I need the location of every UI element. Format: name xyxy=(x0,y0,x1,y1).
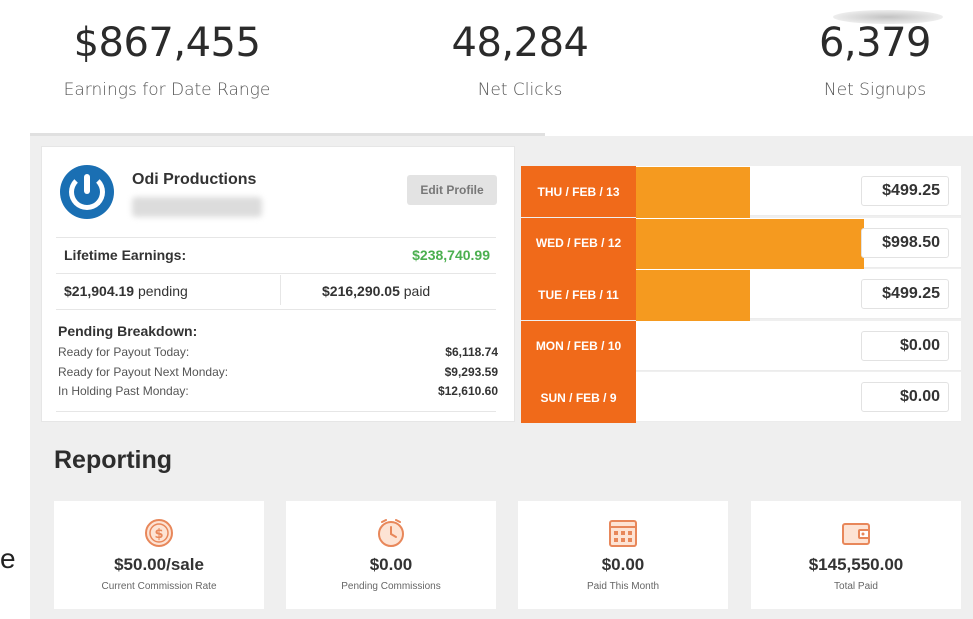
chart-value-label: $499.25 xyxy=(861,279,949,309)
chart-value-label: $998.50 xyxy=(861,227,949,258)
commission-rate-card: $ $50.00/sale Current Commission Rate xyxy=(54,501,264,609)
edit-profile-button[interactable]: Edit Profile xyxy=(407,175,497,205)
chart-date-label: MON / FEB / 10 xyxy=(521,320,636,372)
divider xyxy=(56,309,496,310)
paid-value: $216,290.05 xyxy=(322,283,400,299)
stat-earnings-label: Earnings for Date Range xyxy=(63,80,271,100)
company-logo-icon xyxy=(60,165,114,219)
paid-this-month-value: $0.00 xyxy=(601,555,645,574)
chart-bar xyxy=(636,218,864,270)
chart-row: THU / FEB / 13 $499.25 xyxy=(521,166,961,218)
pending-value: $21,904.19 xyxy=(64,283,135,299)
breakdown-row: In Holding Past Monday: $12,610.60 xyxy=(58,384,498,398)
chart-row: WED / FEB / 12 $998.50 xyxy=(521,217,961,270)
chart-row: MON / FEB / 10 $0.00 xyxy=(521,320,961,372)
stat-signups-label: Net Signups xyxy=(823,80,927,100)
commission-rate-label: Current Commission Rate xyxy=(101,581,217,592)
profile-card: Odi Productions Edit Profile Lifetime Ea… xyxy=(41,146,515,422)
pending-amount: $21,904.19 pending xyxy=(64,283,188,299)
chart-date-label: SUN / FEB / 9 xyxy=(521,372,636,423)
chart-value-label: $0.00 xyxy=(861,330,949,361)
divider xyxy=(56,411,496,412)
column-divider xyxy=(280,275,281,305)
breakdown-row: Ready for Payout Next Monday: $9,293.59 xyxy=(58,365,498,379)
pending-commissions-label: Pending Commissions xyxy=(341,581,441,592)
top-divider xyxy=(30,133,545,136)
chart-value-label: $0.00 xyxy=(861,382,949,412)
logo-bar xyxy=(84,174,90,194)
divider xyxy=(56,237,496,238)
chart-row: TUE / FEB / 11 $499.25 xyxy=(521,269,961,321)
breakdown-value: $6,118.74 xyxy=(445,345,498,359)
paid-suffix: paid xyxy=(399,283,431,299)
commission-rate-value: $50.00/sale xyxy=(114,555,204,574)
chart-row: SUN / FEB / 9 $0.00 xyxy=(521,372,961,423)
breakdown-value: $9,293.59 xyxy=(444,365,498,379)
stat-signups: 6,379 Net Signups xyxy=(790,20,960,100)
stat-signups-value: 6,379 xyxy=(818,20,932,66)
top-shadow xyxy=(833,10,943,24)
stat-clicks: 48,284 Net Clicks xyxy=(420,20,620,100)
total-paid-card: $145,550.00 Total Paid xyxy=(751,501,961,609)
total-paid-label: Total Paid xyxy=(834,581,878,592)
company-name: Odi Productions xyxy=(132,171,257,188)
pending-commissions-card: $0.00 Pending Commissions xyxy=(286,501,496,609)
logo-ring xyxy=(69,174,105,210)
svg-text:$: $ xyxy=(154,527,163,542)
stat-earnings-value: $867,455 xyxy=(73,20,261,66)
paid-amount: $216,290.05 paid xyxy=(322,283,430,299)
blurred-subtitle xyxy=(132,197,262,217)
pending-breakdown-title: Pending Breakdown: xyxy=(58,323,198,339)
wallet-icon xyxy=(842,523,870,545)
pending-suffix: pending xyxy=(134,283,188,299)
chart-date-label: TUE / FEB / 11 xyxy=(521,269,636,320)
total-paid-value: $145,550.00 xyxy=(808,555,904,574)
breakdown-row: Ready for Payout Today: $6,118.74 xyxy=(58,345,498,359)
breakdown-label: In Holding Past Monday: xyxy=(58,384,189,398)
clock-icon xyxy=(378,519,404,547)
divider xyxy=(56,273,496,274)
stat-clicks-value: 48,284 xyxy=(451,20,589,66)
chart-bar xyxy=(636,167,750,218)
breakdown-value: $12,610.60 xyxy=(437,384,498,398)
cropped-edge-text: e xyxy=(0,543,16,574)
calendar-icon xyxy=(609,520,637,547)
stat-clicks-label: Net Clicks xyxy=(477,80,563,100)
paid-this-month-card: $0.00 Paid This Month xyxy=(518,501,728,609)
chart-bar xyxy=(636,270,750,321)
paid-this-month-label: Paid This Month xyxy=(586,581,660,592)
reporting-title: Reporting xyxy=(54,446,173,474)
lifetime-earnings-label: Lifetime Earnings: xyxy=(64,247,187,263)
stat-earnings: $867,455 Earnings for Date Range xyxy=(62,20,272,100)
daily-earnings-chart: THU / FEB / 13 $499.25 WED / FEB / 12 $998.… xyxy=(521,166,961,423)
dollar-coin-icon: $ xyxy=(145,519,173,547)
chart-date-label: WED / FEB / 12 xyxy=(521,217,636,269)
breakdown-label: Ready for Payout Next Monday: xyxy=(58,365,229,379)
breakdown-label: Ready for Payout Today: xyxy=(58,345,190,359)
pending-commissions-value: $0.00 xyxy=(369,555,413,574)
lifetime-earnings-value: $238,740.99 xyxy=(412,247,490,263)
chart-date-label: THU / FEB / 13 xyxy=(521,166,636,217)
chart-value-label: $499.25 xyxy=(861,176,949,206)
